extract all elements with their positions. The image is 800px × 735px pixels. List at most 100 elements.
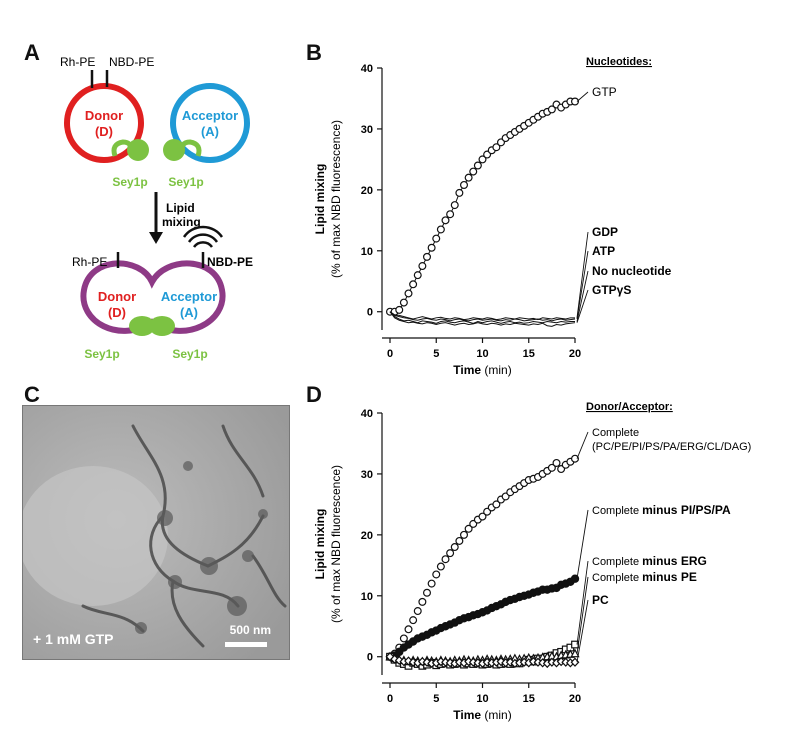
- y-tick-label: 40: [361, 63, 373, 75]
- series-1: [385, 574, 580, 661]
- data-point: [547, 105, 556, 114]
- data-point: [478, 155, 487, 164]
- acceptor-label-fused: Acceptor: [161, 289, 217, 304]
- y-axis-label-line2: (% of max NBD fluorescence): [329, 120, 343, 278]
- legend-label: Complete minus ERG: [592, 554, 707, 568]
- y-axis-label-line2: (% of max NBD fluorescence): [329, 465, 343, 623]
- data-point: [404, 289, 413, 298]
- mixing-arrow-head: [149, 232, 163, 244]
- legend-leader: [576, 509, 589, 579]
- data-point: [455, 188, 464, 197]
- data-point: [404, 656, 413, 666]
- signal-arc-inner: [192, 241, 214, 248]
- sey1p-complex-left: [129, 316, 155, 336]
- data-point: [399, 634, 408, 643]
- sey1p-label-bottom-right: Sey1p: [172, 347, 207, 361]
- data-point: [450, 201, 459, 210]
- lipid-label: Lipid: [166, 201, 195, 215]
- scale-bar: [225, 642, 267, 647]
- data-point: [473, 161, 482, 170]
- data-point: [547, 463, 556, 472]
- legend-sublabel: (PC/PE/PI/PS/PA/ERG/CL/DAG): [592, 441, 751, 453]
- data-point: [469, 167, 478, 176]
- acceptor-vesicle: [170, 83, 250, 163]
- data-point: [394, 655, 404, 666]
- data-point: [399, 298, 408, 307]
- y-tick-label: 30: [361, 124, 373, 136]
- x-tick-label: 0: [387, 348, 393, 360]
- panel-letter-b: B: [306, 40, 322, 65]
- legend-label: GTP: [592, 85, 617, 99]
- legend-label: Complete minus PE: [592, 570, 697, 584]
- y-tick-label: 0: [367, 307, 373, 319]
- data-point: [460, 180, 469, 189]
- legend-title: Donor/Acceptor:: [586, 401, 673, 413]
- series-4: [385, 652, 580, 669]
- legend-leader: [576, 431, 589, 459]
- y-tick-label: 40: [361, 408, 373, 420]
- data-point: [418, 262, 427, 271]
- sey1p-label-top-left: Sey1p: [112, 175, 147, 189]
- series-0: [385, 454, 580, 661]
- data-point: [571, 97, 580, 106]
- data-point: [446, 210, 455, 219]
- data-point: [436, 225, 445, 234]
- series-line: [389, 311, 576, 322]
- data-point: [464, 173, 473, 182]
- panel-letter-d: D: [306, 382, 322, 407]
- donor-label: Donor: [85, 108, 123, 123]
- data-point: [552, 458, 561, 467]
- legend-leader: [576, 231, 589, 318]
- data-point: [418, 597, 427, 606]
- data-point: [441, 555, 450, 564]
- legend-label: Complete minus PI/PS/PA: [592, 503, 731, 517]
- data-point: [413, 271, 422, 280]
- data-point: [496, 656, 506, 667]
- data-point: [432, 570, 441, 579]
- panel-letter-c: C: [24, 382, 40, 407]
- data-point: [413, 607, 422, 616]
- data-point: [478, 512, 487, 521]
- nbd-pe-label-bottom: NBD-PE: [207, 255, 253, 269]
- x-tick-label: 0: [387, 693, 393, 705]
- series-line: [389, 311, 575, 324]
- x-tick-label: 10: [476, 348, 488, 360]
- data-point: [492, 500, 501, 509]
- acceptor-abbr: (A): [201, 124, 219, 139]
- series-1: [389, 311, 575, 321]
- data-point: [464, 524, 473, 533]
- data-point: [409, 280, 418, 289]
- legend-leader: [576, 270, 589, 322]
- data-point: [427, 579, 436, 588]
- x-tick-label: 10: [476, 693, 488, 705]
- y-tick-label: 30: [361, 469, 373, 481]
- series-line: [390, 101, 575, 313]
- data-point: [432, 234, 441, 243]
- data-point: [436, 562, 445, 571]
- data-point: [395, 305, 404, 314]
- y-axis-label-line1: Lipid mixing: [313, 509, 327, 580]
- micrograph-condition-label: + 1 mM GTP: [33, 631, 114, 647]
- data-point: [385, 652, 395, 662]
- panel-letter-a: A: [24, 40, 40, 65]
- donor-abbr: (D): [95, 124, 113, 139]
- legend-leader: [576, 289, 589, 323]
- legend-label: GTPγS: [592, 283, 631, 297]
- legend-leader: [576, 576, 589, 654]
- series-0: [385, 97, 580, 316]
- x-axis-label: Time (min): [453, 363, 511, 377]
- data-point: [422, 588, 431, 597]
- data-point: [450, 543, 459, 552]
- series-line: [389, 311, 575, 321]
- donor-vesicle: [64, 83, 144, 163]
- legend-leader: [576, 91, 589, 102]
- data-point: [492, 143, 501, 152]
- legend-label: GDP: [592, 225, 618, 239]
- sey1p-protein-left: [127, 139, 149, 161]
- data-point: [460, 530, 469, 539]
- sey1p-label-top-right: Sey1p: [168, 175, 203, 189]
- series-line: [389, 311, 576, 327]
- x-axis-label: Time (min): [453, 708, 511, 722]
- sey1p-complex-right: [149, 316, 175, 336]
